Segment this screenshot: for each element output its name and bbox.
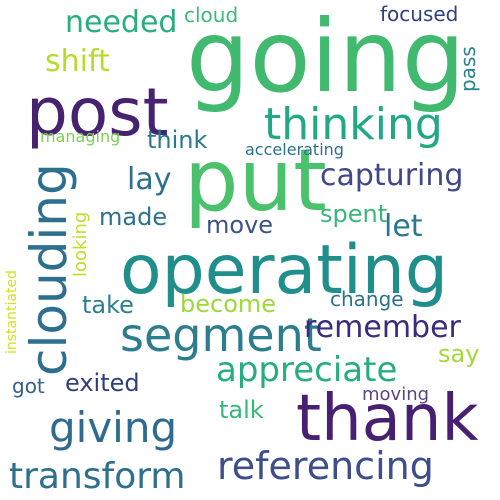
word-capturing: capturing <box>320 158 464 193</box>
word-cloud: cloud <box>184 3 239 27</box>
word-thinking: thinking <box>264 99 443 150</box>
word-think: think <box>147 126 208 154</box>
word-appreciate: appreciate <box>216 350 398 390</box>
word-managing: managing <box>40 127 121 146</box>
word-shift: shift <box>45 44 110 79</box>
word-talk: talk <box>219 396 264 424</box>
word-spent: spent <box>320 200 388 228</box>
word-got: got <box>12 374 45 398</box>
word-referencing: referencing <box>217 444 434 488</box>
word-put: put <box>184 131 327 231</box>
word-let: let <box>384 209 423 244</box>
word-moving: moving <box>362 384 430 405</box>
word-segment: segment <box>120 308 322 362</box>
word-take: take <box>82 291 134 319</box>
word-thank: thank <box>296 382 479 456</box>
word-clouding: clouding <box>20 163 78 376</box>
word-operating: operating <box>120 231 449 310</box>
word-lay: lay <box>127 162 172 197</box>
word-remember: remember <box>304 310 461 345</box>
word-made: made <box>99 203 168 231</box>
word-pass: pass <box>456 46 480 92</box>
word-instantiated: instantiated <box>4 270 20 354</box>
word-focused: focused <box>380 2 459 26</box>
word-move: move <box>206 211 274 239</box>
word-become: become <box>180 290 277 318</box>
word-accelerating: accelerating <box>245 140 344 159</box>
word-say: say <box>438 340 480 368</box>
word-needed: needed <box>65 5 178 40</box>
word-change: change <box>330 287 404 311</box>
word-post: post <box>26 74 169 151</box>
word-giving: giving <box>49 403 178 452</box>
word-exited: exited <box>65 369 140 397</box>
word-going: going <box>186 0 466 115</box>
word-transform: transform <box>9 456 186 497</box>
word-looking: looking <box>70 211 91 277</box>
